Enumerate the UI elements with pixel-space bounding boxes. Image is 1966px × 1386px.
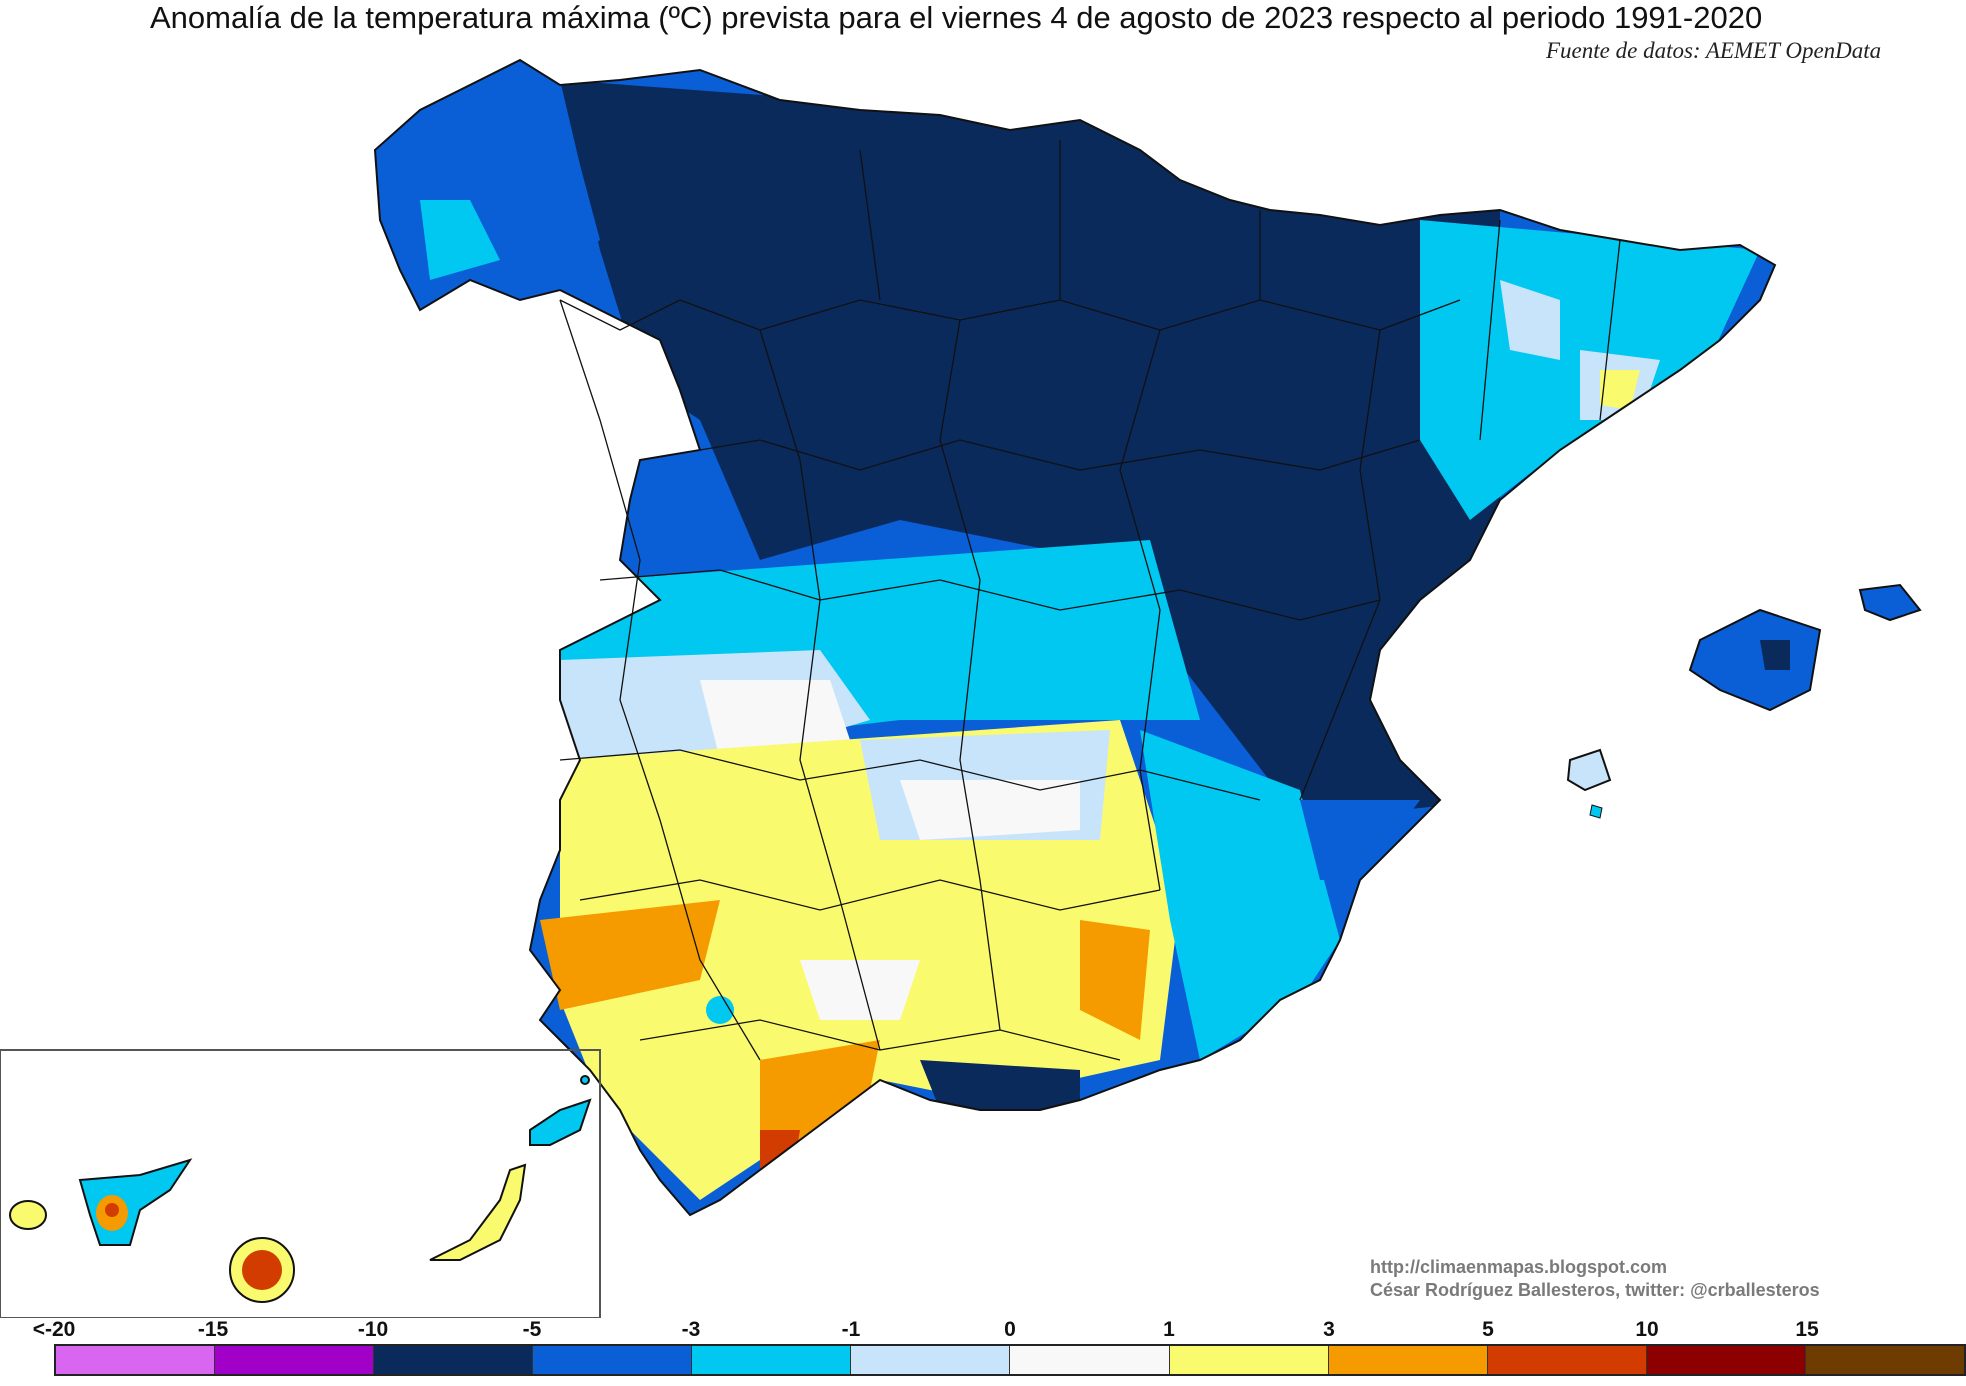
legend-tick: -5 <box>522 1318 542 1341</box>
legend-swatch <box>1010 1346 1170 1374</box>
legend-swatch <box>692 1346 852 1374</box>
canary-islands <box>9 1075 592 1303</box>
legend-color-bar <box>54 1344 1966 1376</box>
legend-tick: 0 <box>1004 1318 1016 1341</box>
data-source: Fuente de datos: AEMET OpenData <box>1546 38 1882 63</box>
legend-swatch <box>1487 1346 1647 1374</box>
legend-tick: -3 <box>681 1318 701 1341</box>
legend-tick: 5 <box>1482 1318 1494 1341</box>
legend-swatch <box>851 1346 1011 1374</box>
legend-tick: 10 <box>1635 1318 1659 1341</box>
credit-author: César Rodríguez Ballesteros, twitter: @c… <box>1370 1280 1820 1300</box>
peninsula-anomaly-field <box>375 60 1775 1215</box>
legend-tick: 3 <box>1323 1318 1335 1341</box>
legend-tick: -10 <box>357 1318 389 1341</box>
legend-swatch <box>533 1346 693 1374</box>
legend-tick: -15 <box>197 1318 229 1341</box>
peninsula-coastline <box>373 58 1777 1217</box>
legend-swatch <box>56 1346 216 1374</box>
balearic-islands <box>1566 583 1922 819</box>
canary-inset-frame <box>0 1049 601 1318</box>
legend-tick: 1 <box>1163 1318 1175 1341</box>
credit-url: http://climaenmapas.blogspot.com <box>1370 1257 1668 1277</box>
map-title: Anomalía de la temperatura máxima (ºC) p… <box>150 0 1763 35</box>
legend-swatch <box>1328 1346 1488 1374</box>
legend-tick: <-20 <box>32 1318 76 1341</box>
legend-swatch <box>1169 1346 1329 1374</box>
legend-swatch <box>374 1346 534 1374</box>
color-legend: <-20 -15 -10 -5 -3 -1 0 1 3 5 10 15 <box>0 1318 1966 1386</box>
legend-swatch <box>215 1346 375 1374</box>
legend-swatch <box>1646 1346 1806 1374</box>
legend-swatch <box>1805 1346 1964 1374</box>
legend-tick: -1 <box>841 1318 861 1341</box>
legend-tick: 15 <box>1795 1318 1819 1341</box>
temperature-anomaly-map <box>0 58 1922 1318</box>
province-borders <box>559 140 1621 1061</box>
